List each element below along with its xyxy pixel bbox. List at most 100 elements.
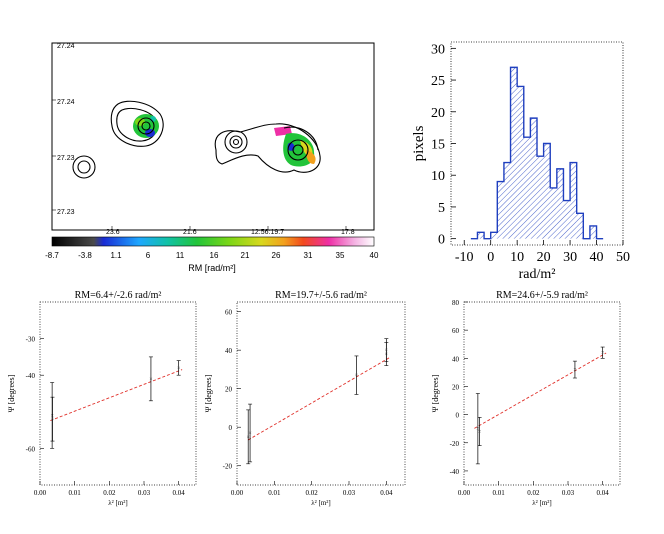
x-tick-label: 0.00 (231, 489, 244, 497)
histogram-x-tick-label: 0 (487, 250, 494, 265)
histogram-bar (530, 118, 537, 239)
plot-title: RM=6.4+/-2.6 rad/m² (75, 290, 162, 301)
histogram-bar (503, 162, 511, 239)
data-point: × (355, 373, 358, 379)
y-tick-label: 40 (225, 347, 233, 355)
ra-tick-label: 23.6 (106, 229, 120, 236)
x-axis-label: λ² [m²] (108, 499, 127, 507)
dec-tick-label: 27.24 (57, 43, 75, 50)
histogram-y-tick-label: 10 (431, 169, 445, 184)
rm-fit-plot-3: RM=24.6+/-5.9 rad/m² 0.00 0.01 0.02 0.03 0.04… (431, 290, 621, 507)
x-tick-label: 0.02 (103, 489, 116, 497)
x-tick-label: 0.03 (562, 489, 575, 497)
map-frame-ticks (52, 99, 347, 230)
y-tick-label: 60 (452, 327, 460, 335)
x-tick-label: 0.04 (597, 489, 610, 497)
y-tick-label: -20 (450, 440, 460, 448)
y-tick-label: -30 (26, 336, 36, 344)
x-tick-label: 0.02 (527, 489, 540, 497)
y-tick-label: 20 (452, 383, 460, 391)
histogram-bar (576, 213, 584, 239)
x-axis-label: λ² [m²] (532, 499, 551, 507)
contour-source-left (72, 155, 96, 179)
histogram-x-tick-label: 50 (616, 250, 630, 265)
x-tick-label: 0.03 (343, 489, 356, 497)
y-axis-label: Ψ [degrees] (431, 374, 440, 412)
colorbar-tick-label: 26 (272, 251, 281, 260)
histogram-y-tick-label: 0 (438, 233, 445, 248)
data-point: × (177, 366, 180, 372)
y-axis-label: Ψ [degrees] (204, 374, 213, 412)
histogram-bar (490, 232, 498, 239)
dec-tick-label: 27.24 (57, 99, 75, 106)
histogram-x-label: rad/m² (519, 267, 556, 282)
colorbar-tick-label: 16 (210, 251, 219, 260)
map-frame (51, 42, 375, 231)
histogram-y-tick-label: 30 (431, 42, 445, 57)
x-tick-label: 0.02 (306, 489, 319, 497)
data-point: × (247, 435, 250, 441)
x-tick-label: 0.01 (268, 489, 281, 497)
data-point: × (573, 368, 576, 374)
colorbar-tick-label: -8.7 (45, 251, 59, 260)
histogram-x-tick-label: -10 (455, 250, 474, 265)
dec-tick-label: 27.23 (57, 155, 75, 162)
rm-color-patch (274, 126, 292, 136)
y-tick-label: 40 (452, 355, 460, 363)
fit-line (474, 352, 607, 429)
y-tick-label: 80 (452, 299, 460, 307)
histogram-bar (510, 67, 518, 239)
colorbar-tick-label: 40 (370, 251, 379, 260)
x-tick-label: 0.04 (173, 489, 186, 497)
colorbar-tick-label: -3.8 (78, 251, 92, 260)
plot-title: RM=19.7+/-5.6 rad/m² (275, 290, 367, 301)
data-point: × (385, 348, 388, 354)
x-tick-label: 0.01 (493, 489, 506, 497)
y-tick-label: 0 (456, 412, 460, 420)
x-tick-label: 0.04 (380, 489, 393, 497)
data-point: × (149, 377, 152, 383)
contour-source-right (214, 123, 321, 173)
x-tick-label: 0.01 (69, 489, 82, 497)
y-tick-label: 60 (225, 309, 233, 317)
y-axis-label: Ψ [degrees] (7, 374, 16, 412)
histogram-bar (477, 232, 485, 239)
ra-tick-label: 17.8 (341, 229, 355, 236)
rm-fit-plot-2: RM=19.7+/-5.6 rad/m² 0.00 0.01 0.02 0.03 0.04… (204, 290, 406, 507)
histogram-y-tick-label: 25 (431, 74, 445, 89)
x-tick-label: 0.03 (138, 489, 151, 497)
histogram-y-tick-label: 20 (431, 106, 445, 121)
colorbar-tick-label: 31 (304, 251, 313, 260)
data-point: × (601, 351, 604, 357)
ra-tick-label: 21.6 (183, 229, 197, 236)
histogram-bar (517, 86, 524, 239)
y-tick-label: 0 (229, 424, 233, 432)
histogram-x-tick-label: 40 (590, 250, 604, 265)
colorbar-ticks: -8.7 -3.8 1.1 6 11 16 21 26 31 35 40 (45, 251, 379, 260)
histogram-x-tick-label: 20 (537, 250, 551, 265)
fit-line (50, 369, 183, 422)
plot-frame (236, 301, 406, 486)
y-tick-label: -20 (223, 463, 233, 471)
histogram-bar (543, 143, 551, 239)
x-axis-label: λ² [m²] (311, 499, 330, 507)
colorbar-tick-label: 11 (176, 251, 185, 260)
colorbar-label: RM [rad/m²] (188, 263, 236, 273)
histogram-bar (556, 168, 564, 239)
data-point: × (476, 427, 479, 433)
data-point: × (248, 431, 251, 437)
colorbar-tick-label: 6 (146, 251, 151, 260)
rm-colorbar (51, 236, 375, 247)
contour-source-middle (110, 100, 164, 147)
histogram-bar (589, 225, 597, 239)
y-tick-label: -60 (26, 445, 36, 453)
rm-fit-plot-1: RM=6.4+/-2.6 rad/m² 0.00 0.01 0.02 0.03 0.04 -… (7, 290, 197, 507)
plot-frame (463, 301, 621, 486)
plot-frame (39, 301, 197, 486)
colorbar-tick-label: 35 (336, 251, 345, 260)
ra-tick-label: 12:56:19.7 (251, 229, 284, 236)
histogram-x-tick-label: 30 (563, 250, 577, 265)
y-tick-label: 20 (225, 386, 233, 394)
histogram-y-tick-label: 15 (431, 138, 445, 153)
